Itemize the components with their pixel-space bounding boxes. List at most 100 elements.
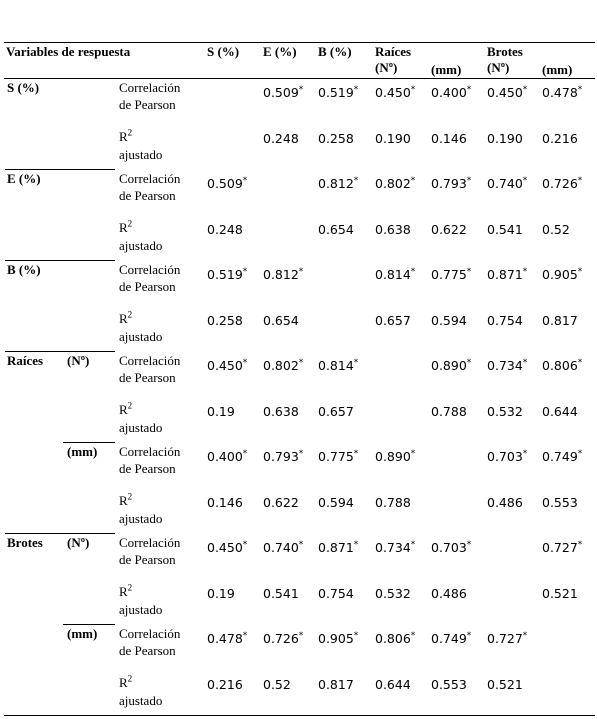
cell-value: 0.890* [375, 449, 415, 464]
superscript: 2 [127, 582, 133, 593]
cell-value: 0.541 [487, 222, 523, 237]
stat-label: R2 [119, 310, 132, 327]
significance-mark: * [298, 539, 304, 550]
cell-value: 0.594 [431, 313, 467, 328]
cell-value: 0.775* [318, 449, 358, 464]
rule [4, 42, 595, 43]
cell-value: 0.509* [263, 85, 303, 100]
cell-value: 0.450* [207, 540, 247, 555]
significance-mark: * [522, 175, 528, 186]
cell-value: 0.400 [207, 449, 243, 464]
significance-mark: * [353, 539, 359, 550]
significance-mark: * [522, 630, 528, 641]
cell-value: 0.734* [375, 540, 415, 555]
cell-value: 0.478* [207, 631, 247, 646]
significance-mark: * [353, 84, 359, 95]
cell-value: 0.793 [263, 449, 299, 464]
significance-mark: * [298, 84, 304, 95]
cell-value: 0.450 [375, 85, 411, 100]
cell-value: 0.802 [375, 176, 411, 191]
significance-mark: * [410, 84, 416, 95]
row-label: B (%) [7, 262, 41, 277]
cell-value: 0.871 [318, 540, 354, 555]
cell-value: 0.657 [375, 313, 411, 328]
cell-value: 0.734* [487, 358, 527, 373]
superscript: 2 [127, 673, 133, 684]
stat-label: ajustado [119, 693, 163, 708]
significance-mark: * [298, 630, 304, 641]
cell-value: 0.905 [318, 631, 354, 646]
rule [4, 715, 595, 716]
cell-value: 0.248 [263, 131, 299, 146]
group-rule [5, 533, 115, 534]
group-rule [63, 624, 115, 625]
column-header: B (%) [318, 44, 352, 59]
cell-value: 0.802* [375, 176, 415, 191]
cell-value: 0.52 [263, 677, 291, 692]
cell-value: 0.890 [375, 449, 411, 464]
cell-value: 0.654 [263, 313, 299, 328]
column-header: E (%) [263, 44, 297, 59]
cell-value: 0.802* [263, 358, 303, 373]
cell-value: 0.814* [375, 267, 415, 282]
cell-value: 0.788 [431, 404, 467, 419]
cell-value: 0.905* [318, 631, 358, 646]
superscript: 2 [127, 491, 133, 502]
cell-value: 0.814* [318, 358, 358, 373]
cell-value: 0.749* [431, 631, 471, 646]
significance-mark: * [242, 630, 248, 641]
cell-value: 0.622 [431, 222, 467, 237]
cell-value: 0.400* [207, 449, 247, 464]
cell-value: 0.190 [375, 131, 411, 146]
cell-value: 0.509 [207, 176, 243, 191]
group-rule [5, 169, 115, 170]
cell-value: 0.638 [375, 222, 411, 237]
group-rule [5, 351, 115, 352]
superscript: 2 [127, 218, 133, 229]
header-label: Variables de respuesta [6, 44, 131, 59]
column-header: Raíces [375, 44, 412, 59]
cell-value: 0.703 [487, 449, 523, 464]
stat-label: ajustado [119, 602, 163, 617]
cell-value: 0.703 [431, 540, 467, 555]
column-subheader: (Nº) [375, 60, 398, 75]
stat-label: R [119, 493, 128, 508]
stat-label: R [119, 675, 128, 690]
cell-value: 0.644 [542, 404, 578, 419]
group-rule [5, 260, 115, 261]
cell-value: 0.450 [207, 358, 243, 373]
cell-value: 0.703* [487, 449, 527, 464]
row-sublabel: (Nº) [67, 353, 90, 368]
significance-mark: * [466, 175, 472, 186]
significance-mark: * [522, 84, 528, 95]
significance-mark: * [353, 175, 359, 186]
row-sublabel: (Nº) [67, 535, 90, 550]
cell-value: 0.754 [487, 313, 523, 328]
cell-value: 0.812 [263, 267, 299, 282]
stat-label: R2 [119, 218, 133, 236]
significance-mark: * [410, 266, 416, 277]
row-sublabel: (mm) [67, 626, 98, 641]
cell-value: 0.248 [207, 222, 243, 237]
cell-value: 0.450* [375, 85, 415, 100]
cell-value: 0.817 [542, 313, 578, 328]
stat-label: ajustado [119, 329, 163, 344]
significance-mark: * [466, 84, 472, 95]
significance-mark: * [466, 539, 472, 550]
cell-value: 0.806 [542, 358, 578, 373]
significance-mark: * [353, 357, 359, 368]
cell-value: 0.726 [542, 176, 578, 191]
cell-value: 0.519* [318, 85, 358, 100]
cell-value: 0.793 [431, 176, 467, 191]
significance-mark: * [298, 357, 304, 368]
cell-value: 0.519* [207, 267, 247, 282]
cell-value: 0.727 [542, 540, 578, 555]
cell-value: 0.216 [207, 677, 243, 692]
significance-mark: * [410, 175, 416, 186]
significance-mark: * [522, 266, 528, 277]
significance-mark: * [577, 448, 583, 459]
cell-value: 0.727 [487, 631, 523, 646]
superscript: 2 [127, 400, 133, 411]
stat-label: Correlación de Pearson [119, 353, 181, 385]
